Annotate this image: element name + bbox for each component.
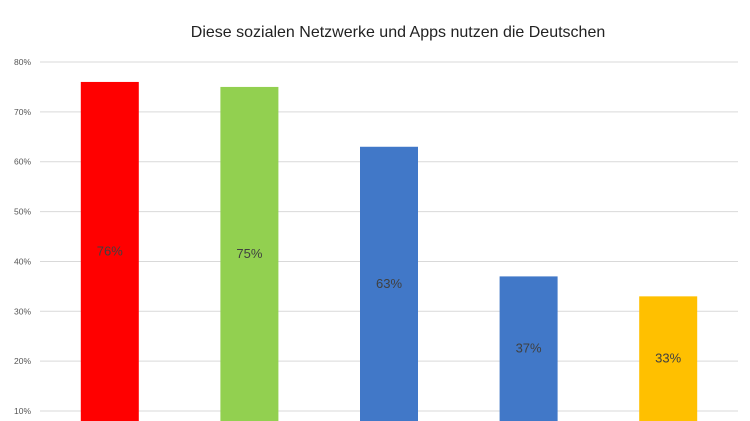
y-tick-label: 30% <box>14 306 31 316</box>
y-tick-label: 40% <box>14 256 31 266</box>
bar-data-label: 33% <box>655 351 681 366</box>
bar <box>80 81 139 421</box>
y-tick-label: 80% <box>14 57 31 67</box>
y-tick-label: 60% <box>14 157 31 167</box>
chart-title: Diese sozialen Netzwerke und Apps nutzen… <box>191 24 605 41</box>
y-axis-ticks: 10% 20% 30% 40% 50% 60% 70% 80% <box>14 57 31 416</box>
bar <box>639 296 698 421</box>
bar-data-label: 63% <box>376 276 402 291</box>
y-tick-label: 10% <box>14 406 31 416</box>
y-tick-label: 50% <box>14 207 31 217</box>
bar <box>220 86 279 421</box>
y-tick-label: 70% <box>14 107 31 117</box>
bars <box>80 81 698 421</box>
y-tick-label: 20% <box>14 356 31 366</box>
bar-data-label: 37% <box>516 341 542 356</box>
bar <box>360 146 418 421</box>
bar-data-label: 76% <box>97 243 123 258</box>
data-labels: 76% 75% 63% 37% 33% <box>97 243 682 365</box>
bar-data-label: 75% <box>236 246 262 261</box>
bar <box>499 276 558 421</box>
